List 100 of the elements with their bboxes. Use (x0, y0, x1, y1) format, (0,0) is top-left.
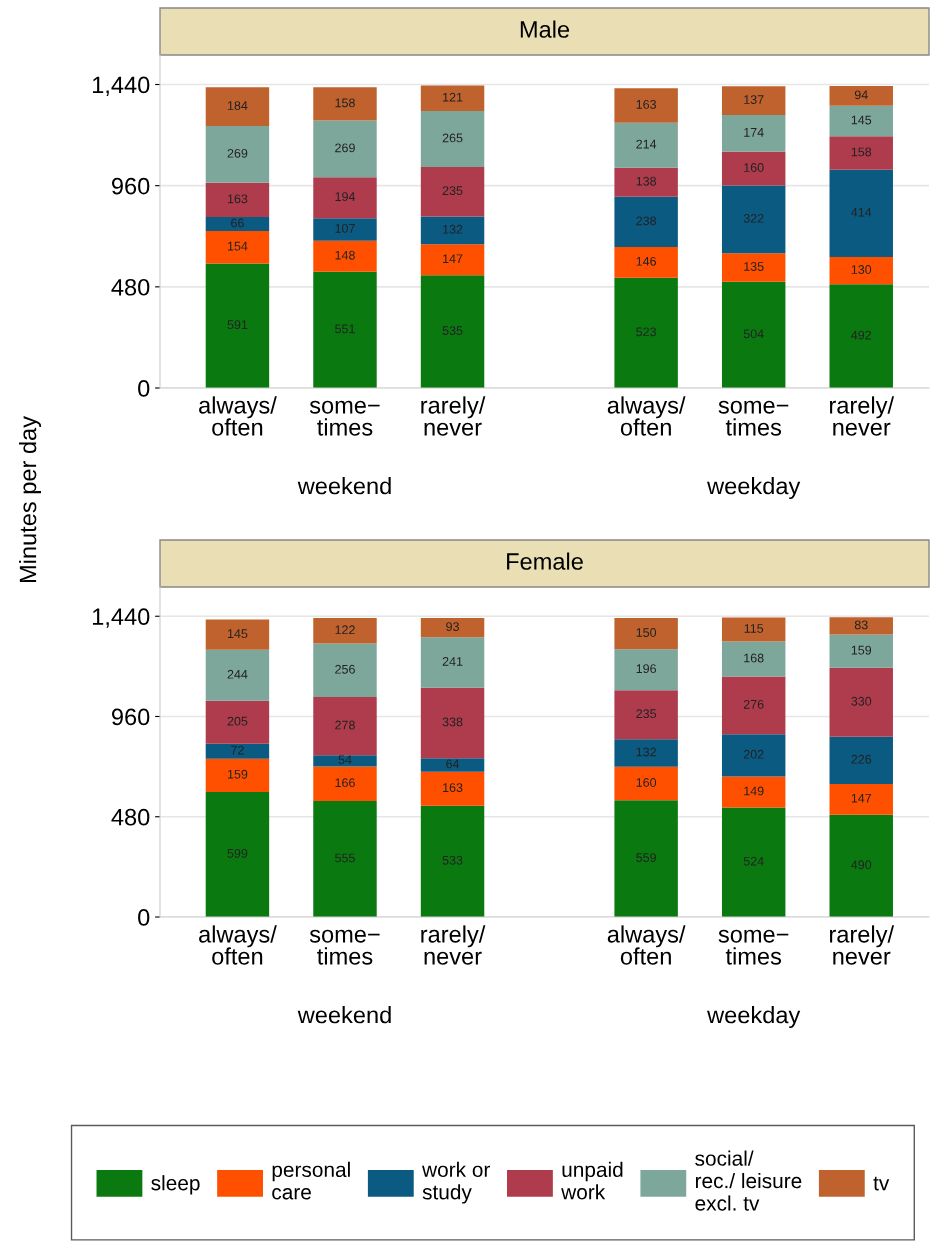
data-label: 145 (851, 115, 872, 125)
data-label: 492 (851, 330, 872, 340)
data-label: 163 (227, 194, 248, 204)
legend-label: unpaid work (561, 1161, 623, 1200)
x-tick-label: some− times (718, 929, 789, 965)
data-label: 244 (227, 669, 248, 679)
x-tick-label: always/ often (199, 396, 277, 436)
data-label: 149 (744, 786, 764, 796)
data-label: 174 (744, 128, 764, 137)
data-label: 414 (851, 207, 872, 217)
data-label: 158 (335, 98, 355, 108)
legend-label: social/ rec./ leisure excl. tv (695, 1150, 802, 1211)
data-label: 504 (743, 329, 764, 339)
y-tick-label: 0 (138, 909, 150, 926)
data-label: 265 (442, 133, 463, 143)
data-label: 121 (443, 92, 463, 102)
data-label: 145 (227, 629, 248, 639)
data-label: 330 (851, 696, 872, 706)
y-tick-label: 960 (111, 177, 150, 195)
data-label: 168 (744, 653, 764, 663)
y-axis-title: Minutes per day (19, 416, 42, 583)
x-tick-label: rarely/ never (830, 925, 895, 965)
x-tick-label: some− times (309, 400, 380, 436)
y-tick-label: 960 (111, 708, 150, 726)
data-label: 184 (227, 101, 248, 110)
x-tick-label: always/ often (607, 925, 686, 965)
data-label: 205 (227, 716, 248, 726)
data-label: 269 (335, 143, 355, 153)
text: weekend (297, 476, 391, 495)
data-label: 159 (851, 645, 872, 655)
data-label: 122 (335, 625, 355, 635)
x-tick-label: always/ often (199, 925, 277, 965)
data-label: 276 (743, 699, 764, 709)
data-label: 159 (227, 769, 248, 779)
y-tick-label: 480 (111, 808, 150, 826)
legend-label: sleep (151, 1175, 200, 1195)
data-label: 202 (743, 749, 764, 759)
x-tick-label: rarely/ never (421, 925, 486, 965)
data-label: 535 (442, 326, 463, 335)
data-label: 338 (442, 717, 463, 727)
data-label: 591 (227, 320, 248, 330)
text: weekday (707, 476, 801, 500)
legend-label: personal care (272, 1161, 350, 1200)
data-label: 146 (636, 256, 657, 266)
data-label: 160 (636, 778, 657, 787)
data-label: 163 (636, 99, 657, 109)
data-label: 214 (636, 139, 657, 149)
data-label: 278 (335, 720, 355, 730)
data-label: 154 (227, 241, 248, 251)
data-label: 256 (335, 664, 355, 674)
data-label: 524 (743, 856, 764, 866)
data-label: 148 (335, 250, 355, 260)
data-label: 196 (636, 664, 657, 674)
data-label: 94 (854, 90, 868, 100)
data-label: 490 (851, 860, 872, 870)
data-label: 533 (442, 855, 463, 865)
data-label: 138 (636, 176, 657, 186)
data-label: 147 (443, 254, 463, 263)
x-tick-label: some− times (309, 929, 380, 965)
data-label: 132 (443, 224, 463, 234)
data-label: 599 (227, 848, 248, 858)
data-label: 523 (636, 327, 657, 337)
data-label: 107 (335, 223, 355, 233)
data-label: 135 (744, 262, 764, 271)
text: weekend (297, 1005, 391, 1024)
data-label: 551 (335, 324, 355, 334)
x-tick-label: rarely/ never (421, 396, 486, 436)
data-label: 130 (851, 265, 872, 274)
data-label: 226 (851, 754, 872, 764)
data-label: 238 (636, 216, 657, 226)
data-label: 555 (335, 853, 355, 863)
data-label: 235 (442, 186, 463, 196)
data-label: 150 (636, 628, 657, 637)
data-label: 83 (854, 620, 868, 630)
data-label: 194 (335, 192, 356, 202)
y-tick-label: 480 (111, 278, 150, 296)
text: weekday (707, 1005, 801, 1029)
x-tick-label: rarely/ never (830, 396, 895, 436)
chart-title: Female (507, 552, 583, 570)
data-label: 147 (851, 793, 872, 803)
data-label: 163 (443, 783, 463, 793)
data-label: 269 (227, 148, 248, 158)
data-label: 160 (744, 163, 764, 172)
data-label: 322 (743, 213, 764, 223)
y-tick-label: 0 (138, 380, 150, 397)
chart-title: Male (520, 20, 570, 38)
data-label: 241 (442, 657, 463, 666)
x-tick-label: always/ often (607, 396, 686, 436)
data-label: 66 (231, 218, 244, 228)
data-label: 72 (231, 745, 244, 755)
legend-label: tv (873, 1176, 890, 1191)
y-tick-label: 1,440 (93, 76, 150, 97)
legend-label: work or study (422, 1161, 491, 1204)
data-label: 64 (446, 759, 460, 769)
data-label: 166 (335, 778, 355, 788)
data-label: 158 (851, 147, 872, 157)
data-label: 93 (446, 622, 459, 631)
data-label: 235 (636, 709, 657, 719)
data-label: 115 (744, 624, 764, 633)
data-label: 137 (744, 95, 764, 104)
